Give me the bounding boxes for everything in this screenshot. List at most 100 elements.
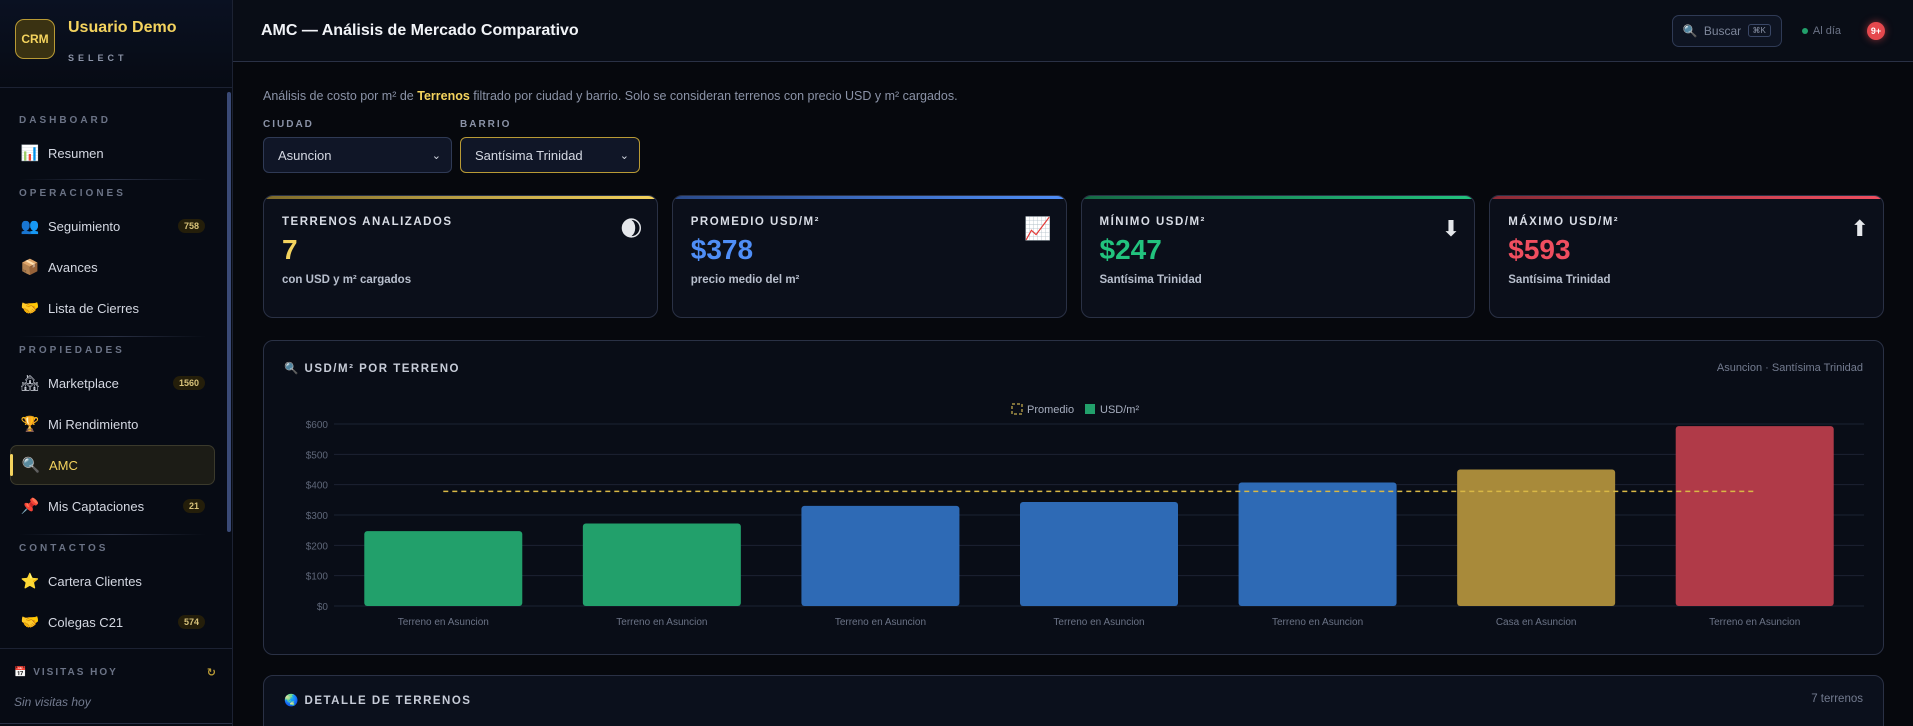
sidebar-item-label: Avances: [48, 259, 98, 275]
bar-chart-icon: 📊: [20, 145, 40, 162]
sidebar-scrollbar[interactable]: [227, 92, 231, 532]
chart-title: USD/M² POR TERRENO: [304, 363, 460, 375]
chart-bar: [1675, 426, 1834, 606]
y-tick-label: $400: [306, 481, 329, 492]
count-badge: 574: [177, 615, 205, 629]
search-label: Buscar: [1703, 23, 1742, 38]
search-icon: 🔍: [1682, 23, 1698, 38]
sidebar-nav: DASHBOARD 📊 Resumen OPERACIONES 👥 Seguimiento…: [0, 89, 225, 648]
moon-icon: 🌒: [619, 216, 643, 241]
calendar-icon: 📅: [14, 667, 29, 678]
arrow-up-icon: ⬆: [1850, 216, 1869, 241]
chart-card: Promedio USD/m² $0 $100 $200 $300 $400 $500 $600…: [263, 340, 1884, 655]
sidebar-item-label: Resumen: [48, 145, 104, 161]
house-icon: 🏘: [20, 375, 40, 392]
kpi-value: $593: [1508, 234, 1571, 265]
x-tick-label: Terreno en Asuncion: [1709, 617, 1800, 628]
sidebar-item-cartera-clientes[interactable]: ⭐ Cartera Clientes: [10, 561, 215, 601]
user-plan: SELECT: [68, 53, 128, 63]
sidebar-item-label: Seguimiento: [48, 218, 121, 234]
usd-m2-bar-chart: Promedio USD/m² $0 $100 $200 $300 $400 $500 $600…: [306, 403, 1864, 628]
sidebar-item-label: Mi Rendimiento: [48, 416, 139, 432]
filters: CIUDAD Asuncion ⌄ BARRIO Santísima Trini…: [263, 119, 1884, 173]
refresh-icon[interactable]: ↻: [206, 667, 218, 679]
search-button[interactable]: 🔍 Buscar ⌘K: [1671, 14, 1782, 47]
legend-swatch-average: [1011, 403, 1023, 415]
main-content: AMC — Análisis de Mercado Comparativo 🔍 …: [233, 0, 1913, 726]
kpi-label: MÍNIMO USD/M²: [1099, 216, 1206, 228]
status-dot: [1801, 27, 1808, 34]
chevron-down-icon: ⌄: [431, 149, 441, 162]
handshake-icon: 🤝: [20, 300, 40, 317]
kpi-card: MÍNIMO USD/M² $247 Santísima Trinidad ⬇: [1080, 195, 1476, 318]
kpi-label: PROMEDIO USD/M²: [690, 216, 820, 228]
visits-today-panel: 📅 VISITAS HOY ↻ Sin visitas hoy: [0, 648, 232, 726]
pin-icon: 📌: [20, 498, 40, 515]
sidebar-item-resumen[interactable]: 📊 Resumen: [10, 133, 215, 173]
detail-count: 7 terrenos: [1811, 693, 1863, 705]
notifications-badge[interactable]: 9+: [1867, 21, 1885, 40]
sidebar-item-label: Cartera Clientes: [48, 573, 142, 589]
x-tick-label: Casa en Asuncion: [1496, 617, 1577, 628]
sidebar-item-lista-de-cierres[interactable]: 🤝 Lista de Cierres: [10, 288, 215, 328]
y-tick-label: $100: [306, 572, 329, 583]
chart-bar: [1238, 482, 1397, 606]
sidebar-item-amc[interactable]: 🔍 AMC: [10, 445, 215, 485]
arrow-down-icon: ⬇: [1441, 216, 1461, 241]
box-icon: 📦: [20, 259, 40, 276]
y-tick-label: $600: [306, 420, 329, 431]
sidebar-item-avances[interactable]: 📦 Avances: [10, 247, 215, 287]
page-title: AMC — Análisis de Mercado Comparativo: [261, 21, 579, 39]
neighborhood-label: BARRIO: [460, 119, 512, 130]
brand[interactable]: CRM Usuario Demo SELECT: [0, 0, 232, 88]
kpi-value: 7: [282, 234, 298, 265]
sidebar-item-label: Marketplace: [48, 375, 119, 391]
sidebar: CRM Usuario Demo SELECT DASHBOARD 📊 Resume…: [0, 0, 233, 726]
chart-bar: [801, 505, 960, 606]
visits-label: VISITAS HOY: [33, 667, 118, 678]
kpi-card: PROMEDIO USD/M² $378 precio medio del m² 📈: [671, 195, 1067, 318]
x-tick-label: Terreno en Asuncion: [616, 617, 707, 628]
chart-bar: [1457, 469, 1616, 606]
kpi-subtitle: precio medio del m²: [690, 274, 800, 286]
chart-bar: [582, 523, 741, 606]
magnifier-icon: 🔍: [21, 457, 41, 474]
count-badge: 1560: [172, 376, 205, 390]
chart-subtitle: Asuncion · Santísima Trinidad: [1716, 362, 1863, 374]
sidebar-item-seguimiento[interactable]: 👥 Seguimiento 758: [10, 206, 215, 246]
sidebar-item-label: Mis Captaciones: [48, 498, 145, 514]
kpi-row: TERRENOS ANALIZADOS 7 con USD y m² cargado…: [263, 195, 1884, 318]
detail-title: DETALLE DE TERRENOS: [304, 695, 472, 707]
section-label-propiedades: PROPIEDADES: [19, 345, 125, 356]
sidebar-item-mi-rendimiento[interactable]: 🏆 Mi Rendimiento: [10, 404, 215, 444]
chevron-down-icon: ⌄: [619, 149, 629, 162]
count-badge: 758: [177, 219, 205, 233]
user-name: Usuario Demo: [68, 19, 177, 36]
y-tick-label: $500: [306, 450, 329, 461]
section-label-dashboard: DASHBOARD: [19, 115, 111, 126]
neighborhood-select[interactable]: Santísima Trinidad ⌄: [460, 137, 640, 173]
handshake-icon: 🤝: [20, 614, 40, 631]
kpi-card: MÁXIMO USD/M² $593 Santísima Trinidad ⬆: [1489, 195, 1884, 318]
chart-bar: [1020, 501, 1178, 606]
section-label-operaciones: OPERACIONES: [19, 188, 126, 199]
topbar: AMC — Análisis de Mercado Comparativo 🔍 …: [233, 0, 1913, 62]
people-icon: 👥: [20, 218, 40, 235]
kpi-label: TERRENOS ANALIZADOS: [282, 216, 453, 228]
x-tick-label: Terreno en Asuncion: [835, 617, 926, 628]
x-tick-label: Terreno en Asuncion: [1272, 617, 1363, 628]
city-select[interactable]: Asuncion ⌄: [263, 137, 452, 173]
sidebar-item-colegas-c21[interactable]: 🤝 Colegas C21 574: [10, 602, 215, 642]
crm-logo: CRM: [15, 19, 55, 59]
kpi-subtitle: Santísima Trinidad: [1508, 274, 1611, 286]
detail-card: 🌏 DETALLE DE TERRENOS 7 terrenos: [263, 675, 1884, 726]
sidebar-item-mis-captaciones[interactable]: 📌 Mis Captaciones 21: [10, 486, 215, 526]
visits-empty: Sin visitas hoy: [14, 695, 91, 709]
sidebar-item-marketplace[interactable]: 🏘 Marketplace 1560: [10, 363, 215, 403]
shortcut-hint: ⌘K: [1747, 24, 1771, 37]
sync-status: Al día: [1801, 25, 1841, 37]
count-badge: 21: [182, 499, 205, 513]
kpi-subtitle: Santísima Trinidad: [1099, 274, 1202, 286]
section-label-contactos: CONTACTOS: [19, 543, 109, 554]
